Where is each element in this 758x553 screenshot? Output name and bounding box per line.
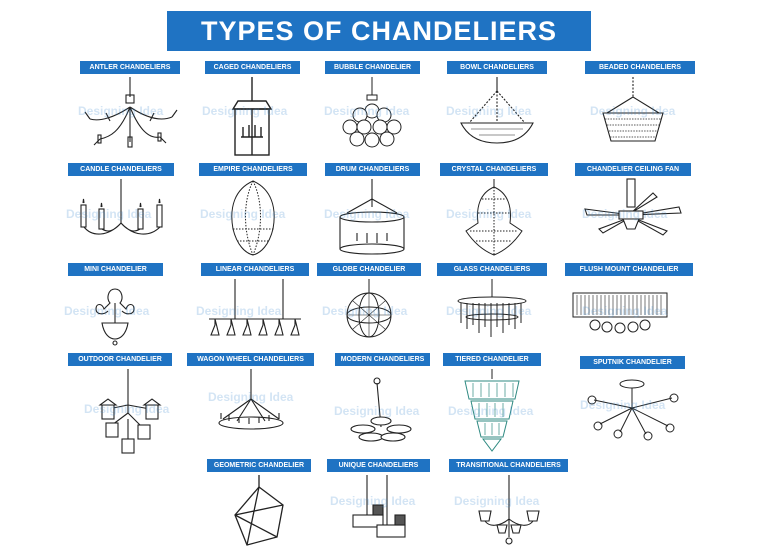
- watermark-text: Designing Idea: [446, 104, 532, 118]
- chandelier-card-wagon-wheel: WAGON WHEEL CHANDELIERS: [187, 353, 314, 453]
- mini-chandelier-icon: [68, 279, 163, 353]
- bowl-chandelier-icon: [447, 77, 547, 159]
- chandelier-label: GLOBE CHANDELIER: [317, 263, 421, 276]
- chandelier-label: WAGON WHEEL CHANDELIERS: [187, 353, 314, 366]
- chandelier-card-empire: EMPIRE CHANDELIERS: [199, 163, 307, 263]
- chandelier-card-caged: CAGED CHANDELIERS: [205, 61, 300, 161]
- glass-chandelier-icon: [437, 279, 547, 353]
- geometric-chandelier-icon: [207, 475, 311, 551]
- chandelier-label: GLASS CHANDELIERS: [437, 263, 547, 276]
- chandelier-label: LINEAR CHANDELIERS: [201, 263, 309, 276]
- watermark-text: Designing Idea: [324, 104, 410, 118]
- chandelier-card-beaded: BEADED CHANDELIERS: [585, 61, 695, 161]
- watermark-text: Designing Idea: [582, 304, 668, 318]
- chandelier-card-crystal: CRYSTAL CHANDELIERS: [440, 163, 548, 263]
- chandelier-label: TRANSITIONAL CHANDELIERS: [449, 459, 568, 472]
- page-title: TYPES OF CHANDELIERS: [167, 11, 591, 51]
- chandelier-label: BEADED CHANDELIERS: [585, 61, 695, 74]
- watermark-text: Designing Idea: [322, 304, 408, 318]
- chandelier-label: MODERN CHANDELIERS: [335, 353, 430, 366]
- tiered-chandelier-icon: [443, 369, 541, 453]
- chandelier-label: BOWL CHANDELIERS: [447, 61, 547, 74]
- watermark-text: Designing Idea: [64, 304, 150, 318]
- chandelier-card-glass: GLASS CHANDELIERS: [437, 263, 547, 353]
- chandelier-card-mini: MINI CHANDELIER: [68, 263, 163, 353]
- ceiling-fan-chandelier-icon: [575, 178, 691, 261]
- chandelier-card-sputnik: SPUTNIK CHANDELIER: [580, 356, 685, 456]
- watermark-text: Designing Idea: [208, 390, 294, 404]
- flush-mount-chandelier-icon: [565, 279, 693, 353]
- empire-chandelier-icon: [199, 179, 307, 261]
- watermark-text: Designing Idea: [334, 404, 420, 418]
- watermark-text: Designing Idea: [590, 104, 676, 118]
- watermark-text: Designing Idea: [84, 402, 170, 416]
- chandelier-label: CRYSTAL CHANDELIERS: [440, 163, 548, 176]
- chandelier-label: EMPIRE CHANDELIERS: [199, 163, 307, 176]
- chandelier-card-bowl: BOWL CHANDELIERS: [447, 61, 547, 161]
- watermark-text: Designing Idea: [446, 207, 532, 221]
- chandelier-card-ceiling-fan: CHANDELIER CEILING FAN: [575, 163, 691, 263]
- chandelier-card-globe: GLOBE CHANDELIER: [317, 263, 421, 353]
- chandelier-label: CHANDELIER CEILING FAN: [575, 163, 691, 176]
- chandelier-card-unique: UNIQUE CHANDELIERS: [327, 459, 430, 553]
- watermark-text: Designing Idea: [200, 207, 286, 221]
- watermark-text: Designing Idea: [448, 404, 534, 418]
- watermark-text: Designing Idea: [454, 494, 540, 508]
- drum-chandelier-icon: [325, 179, 420, 261]
- chandelier-label: ANTLER CHANDELIERS: [80, 61, 180, 74]
- antler-chandelier-icon: [80, 77, 180, 159]
- caged-chandelier-icon: [205, 77, 300, 159]
- watermark-text: Designing Idea: [582, 207, 668, 221]
- chandelier-label: FLUSH MOUNT CHANDELIER: [565, 263, 693, 276]
- chandelier-card-drum: DRUM CHANDELIERS: [325, 163, 420, 263]
- watermark-text: Designing Idea: [66, 207, 152, 221]
- chandelier-card-geometric: GEOMETRIC CHANDELIER: [207, 459, 311, 553]
- chandelier-label: UNIQUE CHANDELIERS: [327, 459, 430, 472]
- watermark-text: Designing Idea: [196, 304, 282, 318]
- watermark-text: Designing Idea: [324, 207, 410, 221]
- crystal-chandelier-icon: [440, 179, 548, 261]
- unique-chandelier-icon: [327, 475, 430, 551]
- chandelier-label: DRUM CHANDELIERS: [325, 163, 420, 176]
- chandelier-card-tiered: TIERED CHANDELIER: [443, 353, 541, 453]
- chandelier-card-antler: ANTLER CHANDELIERS: [80, 61, 180, 161]
- chandelier-card-transitional: TRANSITIONAL CHANDELIERS: [449, 459, 568, 553]
- watermark-text: Designing Idea: [330, 494, 416, 508]
- chandelier-label: CAGED CHANDELIERS: [205, 61, 300, 74]
- watermark-text: Designing Idea: [202, 104, 288, 118]
- watermark-text: Designing Idea: [446, 304, 532, 318]
- modern-chandelier-icon: [335, 369, 430, 453]
- bubble-chandelier-icon: [325, 77, 420, 159]
- watermark-text: Designing Idea: [78, 104, 164, 118]
- chandelier-card-modern: MODERN CHANDELIERS: [335, 353, 430, 453]
- globe-chandelier-icon: [317, 279, 421, 353]
- sputnik-chandelier-icon: [580, 372, 685, 456]
- chandelier-label: SPUTNIK CHANDELIER: [580, 356, 685, 369]
- chandelier-label: GEOMETRIC CHANDELIER: [207, 459, 311, 472]
- chandelier-label: TIERED CHANDELIER: [443, 353, 541, 366]
- linear-chandelier-icon: [201, 279, 309, 353]
- chandelier-card-candle: CANDLE CHANDELIERS: [68, 163, 174, 263]
- chandelier-card-linear: LINEAR CHANDELIERS: [201, 263, 309, 353]
- watermark-text: Designing Idea: [580, 398, 666, 412]
- beaded-chandelier-icon: [585, 77, 695, 159]
- chandelier-label: CANDLE CHANDELIERS: [68, 163, 174, 176]
- outdoor-chandelier-icon: [68, 369, 172, 463]
- chandelier-card-flush-mount: FLUSH MOUNT CHANDELIER: [565, 263, 693, 353]
- chandelier-label: OUTDOOR CHANDELIER: [68, 353, 172, 366]
- candle-chandelier-icon: [68, 179, 174, 261]
- chandelier-card-bubble: BUBBLE CHANDELIER: [325, 61, 420, 161]
- transitional-chandelier-icon: [449, 475, 568, 551]
- chandelier-label: MINI CHANDELIER: [68, 263, 163, 276]
- chandelier-card-outdoor: OUTDOOR CHANDELIER: [68, 353, 172, 463]
- wagon-wheel-chandelier-icon: [187, 369, 314, 453]
- chandelier-label: BUBBLE CHANDELIER: [325, 61, 420, 74]
